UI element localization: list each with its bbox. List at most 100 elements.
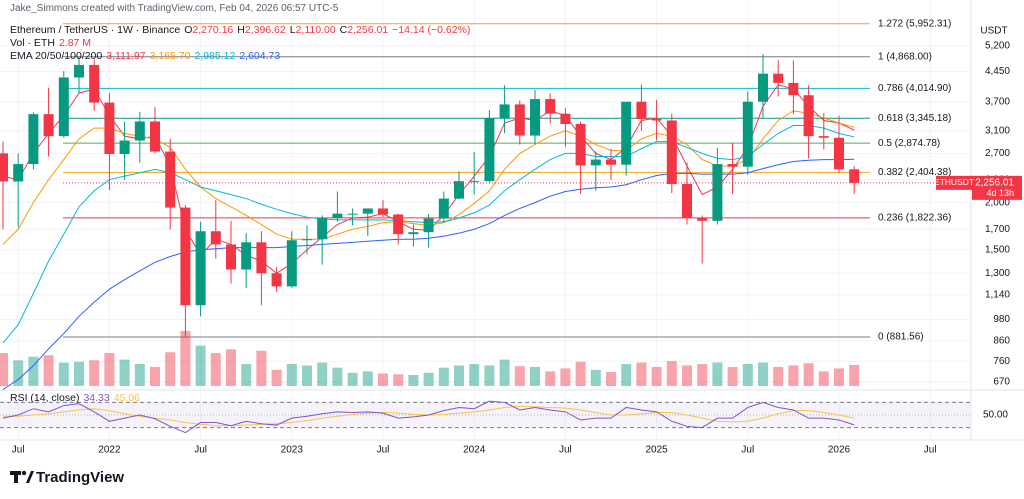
x-tick-label: 2024 — [463, 445, 486, 456]
ema-label: EMA 20/50/100/200 — [10, 50, 103, 62]
fib-label: 1 (4,868.00) — [878, 51, 932, 62]
candle-body — [454, 181, 464, 199]
candle-body — [271, 273, 282, 287]
candle-body — [682, 184, 692, 219]
x-tick-label: 2025 — [645, 445, 668, 456]
volume-bar — [89, 360, 100, 386]
volume-bar — [514, 366, 525, 386]
candle-body — [423, 218, 434, 233]
y-unit: USDT — [980, 26, 1007, 37]
volume-bar — [362, 371, 373, 386]
x-tick-label: Jul — [559, 445, 572, 456]
y-tick-label: 1,500 — [985, 244, 1010, 255]
legend-ema: EMA 20/50/100/200 3,111.97 3,165.70 2,985.1… — [10, 50, 284, 62]
logo-mark — [14, 471, 18, 483]
rsi-ma-value: 45.06 — [113, 392, 141, 404]
candle-body — [606, 159, 616, 165]
fib-label: 0.786 (4,014.90) — [878, 83, 951, 94]
y-tick-label: 1,140 — [985, 289, 1010, 300]
x-tick-label: 2023 — [281, 445, 304, 456]
candle-body — [742, 101, 753, 167]
candle-body — [849, 169, 860, 183]
candle-body — [362, 208, 373, 214]
rsi-value: 34.33 — [83, 392, 110, 404]
last-price-box — [936, 175, 972, 190]
volume-bar — [560, 368, 571, 386]
ohlc-key: L — [289, 24, 296, 36]
candle-body — [302, 239, 312, 241]
candle-body — [499, 104, 510, 119]
volume-bar — [378, 373, 388, 386]
x-tick-label: Jul — [377, 445, 390, 456]
candle-body — [651, 119, 662, 121]
logo-mark — [21, 470, 27, 476]
legend-rsi: RSI (14, close) 34.33 45.06 — [10, 392, 144, 404]
candle-body — [438, 198, 449, 219]
volume-bar — [195, 345, 206, 386]
candle-body — [195, 231, 206, 306]
candle-body — [666, 120, 677, 185]
attribution: Jake_Simmons created with TradingView.co… — [10, 3, 339, 14]
candle-body — [621, 101, 632, 165]
y-tick-label: 3,100 — [985, 125, 1010, 136]
candle-body — [241, 242, 252, 270]
fib-label: 0.618 (3,345.18) — [878, 113, 951, 124]
volume-bar — [849, 364, 860, 386]
volume-bar — [241, 364, 252, 386]
candle-body — [712, 164, 723, 221]
fib-label: 0.5 (2,874.78) — [878, 138, 940, 149]
candle-body — [818, 136, 829, 138]
candle-body — [590, 159, 601, 166]
logo-text: TradingView — [36, 469, 124, 486]
volume-bar — [58, 362, 69, 386]
y-tick-label: 980 — [993, 314, 1010, 325]
volume-bar — [636, 362, 647, 386]
candle-body — [545, 99, 556, 114]
volume-bar — [697, 364, 708, 386]
last-price-box — [972, 175, 1022, 200]
volume-bar — [499, 359, 510, 386]
volume-bar — [438, 367, 449, 386]
candle-body — [317, 218, 328, 240]
fib-label: 1.272 (5,952.31) — [878, 18, 951, 29]
logo: TradingView — [10, 469, 124, 486]
volume-bar — [408, 375, 419, 386]
ema-value: 2,604.73 — [239, 50, 281, 62]
candle-body — [134, 121, 145, 141]
volume-bar — [682, 365, 692, 386]
fib-label: 0 (881.56) — [878, 332, 924, 343]
y-tick-label: 2,000 — [985, 197, 1010, 208]
candle-body — [560, 113, 571, 125]
candle-body — [803, 95, 814, 137]
volume-bar — [834, 368, 844, 386]
ohlc-key: H — [237, 24, 245, 36]
candle-body — [530, 99, 540, 136]
candle-body — [332, 213, 343, 219]
volume-bar — [347, 372, 358, 386]
ohlc-value: 2,110.00 — [295, 24, 336, 36]
candle-body — [28, 114, 39, 165]
volume-bar — [165, 352, 176, 386]
ohlc-value: 2,256.01 — [347, 24, 389, 36]
x-tick-label: Jul — [12, 445, 25, 456]
ohlc-key: O — [184, 24, 193, 36]
y-tick-label: 1,700 — [985, 224, 1010, 235]
y-tick-label: 860 — [993, 336, 1010, 347]
volume-bar — [210, 353, 221, 386]
x-tick-label: 2022 — [98, 445, 121, 456]
volume-bar — [803, 363, 814, 386]
y-tick-label: 1,300 — [985, 268, 1010, 279]
logo-mark — [26, 471, 34, 483]
volume-bar — [0, 353, 8, 386]
x-tick-label: 2026 — [828, 445, 851, 456]
last-price-symbol: ETHUSDT — [934, 177, 974, 187]
volume-bar — [134, 364, 145, 386]
candle-body — [378, 208, 388, 215]
candle-body — [13, 164, 24, 182]
candle-body — [286, 240, 297, 287]
volume-bar — [530, 366, 540, 386]
candle-body — [58, 77, 69, 137]
volume-bar — [286, 364, 297, 386]
volume-bar — [393, 374, 404, 386]
